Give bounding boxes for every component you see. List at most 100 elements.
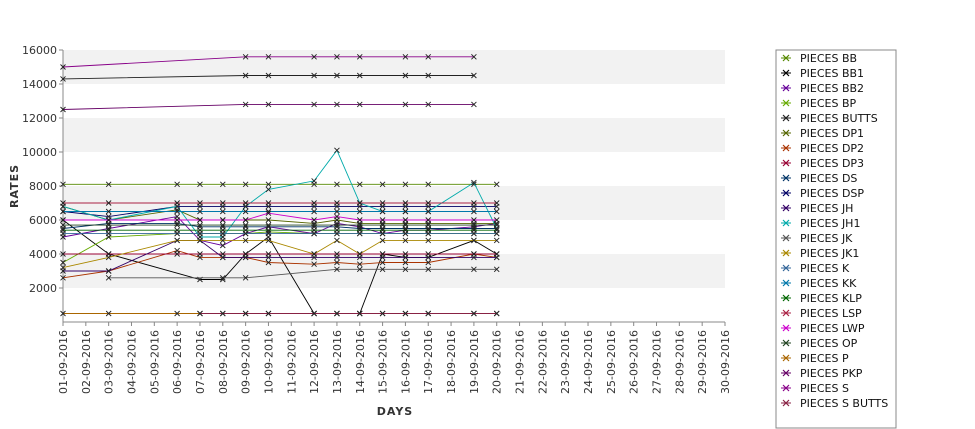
data-point (174, 217, 180, 223)
legend-marker (782, 384, 790, 392)
data-point (197, 200, 203, 206)
data-point (334, 254, 340, 261)
legend-marker (782, 129, 790, 137)
data-point (425, 53, 432, 60)
data-point (311, 53, 317, 60)
data-point (334, 259, 340, 266)
x-tick-label: 05-09-2016 (148, 330, 161, 394)
data-point (493, 237, 500, 244)
x-tick-label: 04-09-2016 (125, 330, 138, 394)
legend-item: PIECES DP1 (781, 127, 864, 140)
data-point (402, 53, 409, 60)
legend-item: PIECES PKP (781, 367, 863, 380)
data-point (334, 200, 340, 206)
data-point (265, 186, 272, 193)
legend-label: PIECES DP1 (800, 127, 864, 140)
legend-marker (782, 144, 790, 152)
grid-band (63, 118, 725, 152)
data-point (105, 268, 112, 274)
data-point (334, 53, 340, 60)
legend-item: PIECES BB2 (781, 82, 864, 95)
data-point (334, 213, 340, 220)
y-tick-label: 4000 (29, 248, 57, 261)
data-point (311, 101, 317, 108)
data-point (356, 181, 363, 188)
x-axis: 01-09-2016 02-09-2016 03-09-2016 04-09-2016… (57, 321, 732, 394)
legend-label: PIECES JH (800, 202, 853, 215)
data-point (356, 200, 363, 206)
data-point (379, 254, 386, 261)
series (60, 237, 500, 271)
data-point (356, 53, 363, 60)
data-point (493, 181, 500, 188)
data-point (242, 217, 249, 223)
legend-marker (782, 369, 790, 377)
legend-marker (782, 264, 790, 272)
data-point (334, 147, 340, 154)
data-point (242, 72, 249, 79)
data-point (219, 217, 226, 223)
data-point (242, 274, 249, 281)
x-tick-label: 29-09-2016 (696, 330, 709, 394)
legend-item: PIECES KLP (781, 292, 862, 305)
data-point (334, 101, 340, 108)
data-point (379, 208, 386, 215)
legend-item: PIECES JK (781, 232, 853, 245)
data-point (265, 254, 272, 261)
data-point (197, 251, 203, 257)
data-point (425, 254, 432, 261)
data-point (379, 200, 386, 206)
data-point (379, 266, 386, 273)
data-point (402, 227, 409, 234)
data-point (334, 208, 340, 215)
data-point (174, 310, 180, 317)
data-point (265, 200, 272, 206)
data-point (471, 72, 477, 79)
data-point (493, 217, 500, 223)
x-tick-label: 16-09-2016 (399, 330, 412, 394)
grid-band (63, 288, 725, 322)
series (60, 181, 500, 188)
x-tick-label: 10-09-2016 (262, 330, 275, 394)
data-point (105, 274, 112, 281)
data-point (265, 53, 272, 60)
data-point (105, 208, 112, 215)
y-tick-label: 12000 (22, 112, 57, 125)
x-tick-label: 23-09-2016 (559, 330, 572, 394)
data-point (402, 222, 409, 228)
legend-item: PIECES BP (781, 97, 856, 110)
data-point (60, 222, 66, 228)
x-tick-label: 07-09-2016 (194, 330, 207, 394)
legend-label: PIECES JK (800, 232, 853, 245)
data-point (197, 237, 203, 244)
data-point (174, 237, 180, 244)
x-tick-label: 06-09-2016 (171, 330, 184, 394)
data-point (471, 101, 477, 108)
data-point (219, 254, 226, 261)
data-point (105, 254, 112, 261)
legend-label: PIECES DP3 (800, 157, 864, 170)
series (60, 101, 477, 113)
legend-label: PIECES OP (800, 337, 858, 350)
data-point (471, 227, 477, 234)
series-group (60, 53, 500, 317)
data-point (334, 181, 340, 188)
data-point (197, 208, 203, 215)
data-point (105, 200, 112, 206)
data-point (334, 237, 340, 244)
legend-label: PIECES BB1 (800, 67, 864, 80)
data-point (311, 227, 317, 234)
legend-item: PIECES S (781, 382, 849, 395)
data-point (425, 181, 432, 188)
grid-band (63, 220, 725, 254)
data-point (425, 222, 432, 228)
data-point (60, 200, 66, 206)
data-point (356, 222, 363, 228)
data-point (105, 217, 112, 223)
legend-marker (782, 204, 790, 212)
x-tick-label: 09-09-2016 (240, 330, 253, 394)
data-point (402, 200, 409, 206)
legend-marker (782, 294, 790, 302)
legend-item: PIECES K (781, 262, 850, 275)
